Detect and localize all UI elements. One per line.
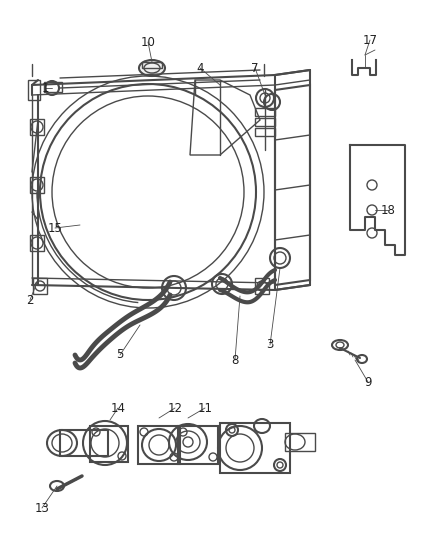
Text: 18: 18: [381, 204, 396, 216]
Text: 15: 15: [48, 222, 63, 235]
Text: 3: 3: [266, 338, 274, 351]
Text: 10: 10: [141, 36, 155, 49]
Text: 13: 13: [35, 502, 49, 514]
Text: 17: 17: [363, 34, 378, 46]
Text: 4: 4: [196, 61, 204, 75]
Bar: [255, 108, 275, 116]
Text: 7: 7: [251, 61, 259, 75]
Bar: [255, 128, 275, 136]
Text: 11: 11: [198, 401, 212, 415]
Bar: [60, 430, 108, 456]
Bar: [142, 62, 162, 68]
Bar: [30, 119, 44, 135]
Bar: [138, 426, 180, 464]
Ellipse shape: [139, 60, 165, 76]
Bar: [285, 433, 315, 451]
Text: 12: 12: [167, 401, 183, 415]
Text: 8: 8: [231, 353, 239, 367]
Text: 14: 14: [110, 401, 126, 415]
Text: 1: 1: [41, 82, 49, 94]
Text: 5: 5: [117, 349, 124, 361]
Bar: [178, 426, 218, 464]
Text: 2: 2: [26, 294, 34, 306]
Bar: [30, 235, 44, 251]
Bar: [33, 278, 47, 294]
Bar: [220, 423, 290, 473]
Bar: [255, 278, 269, 294]
Bar: [255, 118, 275, 126]
Text: 9: 9: [364, 376, 372, 389]
Bar: [90, 426, 128, 462]
Bar: [44, 82, 62, 92]
Bar: [30, 177, 44, 193]
